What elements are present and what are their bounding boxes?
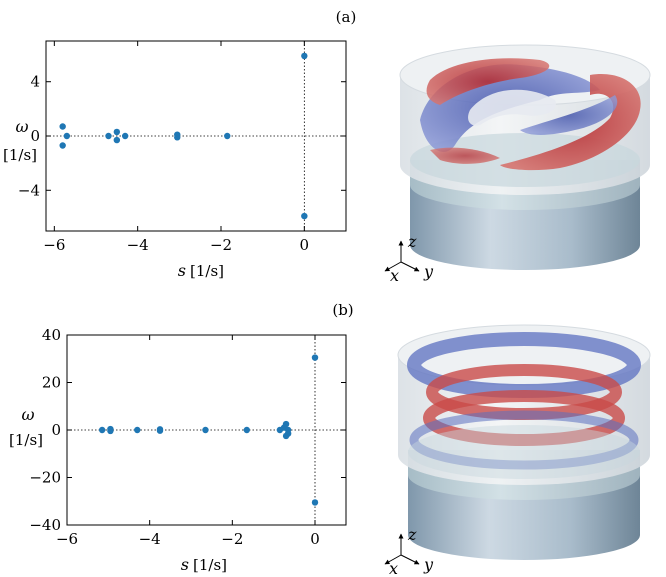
axes-triad-a: z x y (384, 232, 434, 285)
data-point (134, 426, 141, 434)
data-point (282, 420, 290, 428)
y-tick-label: −20 (29, 469, 61, 487)
y-tick-label: −40 (29, 516, 61, 534)
triad-b-z: z (407, 525, 417, 544)
data-point (301, 212, 308, 220)
data-point (63, 132, 71, 140)
data-point (98, 426, 106, 434)
data-point (121, 132, 129, 140)
x-tick-label: 0 (310, 530, 320, 548)
plot-a-xlabel-symbol: s (178, 261, 186, 280)
plot-a-xlabel-unit: [1/s] (190, 262, 224, 280)
panel-label-b: (b) (332, 301, 353, 319)
x-tick-label: −6 (56, 530, 78, 548)
axes-triad-b: z x y (384, 525, 434, 577)
data-point (59, 123, 66, 130)
plot-a-ylabel-symbol: ω (15, 117, 28, 136)
plot-a: −6 −4 −2 0 −4 0 4 (18, 40, 347, 254)
plot-a-ylabel-unit: [1/s] (3, 146, 37, 164)
data-point (301, 52, 308, 60)
data-point (156, 427, 164, 434)
y-tick-label: 40 (42, 326, 61, 344)
y-tick-label: 0 (30, 127, 40, 145)
data-point (311, 354, 319, 361)
cylinder-render-b (397, 324, 651, 560)
data-point (284, 430, 292, 437)
plot-b-xlabel-symbol: s (181, 555, 189, 574)
panel-label-a: (a) (336, 8, 357, 26)
triad-a-y: y (423, 262, 434, 281)
data-point (105, 132, 112, 140)
plot-b-xlabel-unit: [1/s] (193, 556, 227, 574)
x-tick-label: −4 (127, 236, 149, 254)
y-tick-label: 4 (30, 73, 40, 91)
plot-a-frame (45, 40, 347, 232)
x-tick-label: 0 (300, 236, 310, 254)
triad-b-y: y (423, 555, 434, 574)
data-point (59, 142, 66, 149)
y-tick-label: 0 (51, 421, 61, 439)
data-point (113, 136, 121, 144)
triad-b-x: x (389, 559, 398, 577)
data-point (311, 499, 319, 506)
y-tick-label: 20 (42, 374, 61, 392)
data-point (243, 426, 250, 434)
data-point (107, 427, 114, 435)
plot-b-ylabel-symbol: ω (21, 405, 34, 424)
y-tick-label: −4 (18, 181, 40, 199)
x-tick-label: −2 (221, 530, 243, 548)
data-point (113, 128, 121, 136)
triad-a-z: z (407, 232, 417, 251)
x-tick-label: −4 (139, 530, 161, 548)
plot-a-content: −6 −4 −2 0 −4 0 4 (18, 41, 346, 254)
x-tick-label: −6 (43, 236, 65, 254)
data-point (224, 132, 231, 140)
x-tick-label: −2 (210, 236, 232, 254)
data-point (202, 426, 209, 434)
data-point (174, 134, 181, 141)
triad-a-x: x (390, 266, 399, 285)
plot-b-ylabel-unit: [1/s] (9, 431, 43, 449)
cylinder-render-a (399, 44, 651, 270)
